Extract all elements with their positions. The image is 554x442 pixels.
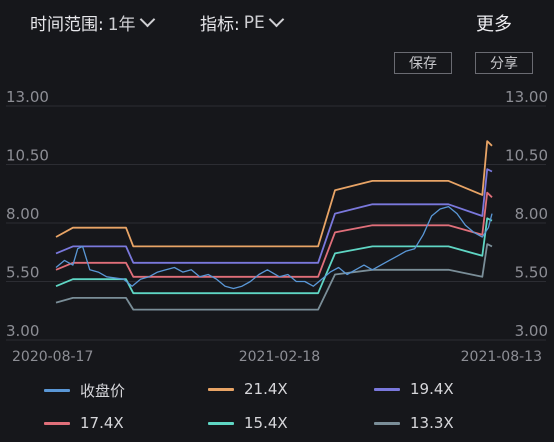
y-tick-label-right: 3.00: [515, 322, 548, 340]
legend-swatch: [44, 389, 70, 392]
legend-item-17-4x[interactable]: 17.4X: [44, 414, 124, 432]
series-line-b154: [55, 217, 493, 295]
legend-item-15-4x[interactable]: 15.4X: [208, 414, 288, 432]
legend-swatch: [374, 387, 400, 391]
more-button[interactable]: 更多: [476, 14, 512, 35]
y-tick-label-left: 5.50: [6, 264, 39, 282]
legend-item-13-3x[interactable]: 13.3X: [374, 414, 454, 432]
series-line-price: [55, 205, 493, 290]
time-range-value: 1年: [107, 15, 136, 35]
legend-label: 13.3X: [410, 414, 454, 432]
series-line-b194: [55, 168, 493, 264]
legend-label: 19.4X: [410, 380, 454, 398]
legend-label: 21.4X: [244, 380, 288, 398]
legend-swatch: [208, 387, 234, 391]
legend-item-price[interactable]: 收盘价: [44, 380, 125, 401]
series-line-b133: [55, 243, 493, 311]
y-tick-label-right: 13.00: [505, 88, 548, 106]
save-button[interactable]: 保存: [394, 52, 452, 74]
y-tick-label-right: 5.50: [515, 264, 548, 282]
legend-label: 15.4X: [244, 414, 288, 432]
time-range-label: 时间范围:: [30, 15, 104, 35]
x-tick-label: 2021-02-18: [239, 349, 320, 365]
indicator-value: PE: [243, 12, 265, 33]
indicator-filter[interactable]: 指标: PE: [200, 10, 285, 35]
legend-item-19-4x[interactable]: 19.4X: [374, 380, 454, 398]
legend-swatch: [44, 421, 70, 425]
series-line-b214: [55, 140, 493, 248]
y-tick-label-left: 10.50: [6, 147, 49, 165]
legend-item-21-4x[interactable]: 21.4X: [208, 380, 288, 398]
legend-swatch: [208, 421, 234, 425]
legend-swatch: [374, 421, 400, 425]
y-tick-label-left: 3.00: [6, 322, 39, 340]
toolbar: 时间范围: 1年 指标: PE 更多: [0, 0, 554, 44]
share-button[interactable]: 分享: [475, 52, 533, 74]
pe-band-chart: 13.00 13.00 10.50 10.50 8.00 8.00 5.50 5.50 3.00…: [6, 88, 548, 365]
time-range-filter[interactable]: 时间范围: 1年: [30, 10, 155, 35]
y-tick-label-left: 8.00: [6, 205, 39, 223]
x-tick-label: 2020-08-17: [12, 349, 93, 365]
series-line-b174: [55, 191, 493, 278]
indicator-label: 指标:: [200, 15, 240, 35]
y-tick-label-left: 13.00: [6, 88, 49, 106]
legend-label: 17.4X: [80, 414, 124, 432]
x-tick-label: 2021-08-13: [461, 349, 542, 365]
legend-label: 收盘价: [80, 382, 126, 400]
y-tick-label-right: 8.00: [515, 205, 548, 223]
chart-legend: 收盘价 21.4X 19.4X 17.4X 15.4X 13.3X: [0, 372, 554, 442]
y-tick-label-right: 10.50: [505, 147, 548, 165]
